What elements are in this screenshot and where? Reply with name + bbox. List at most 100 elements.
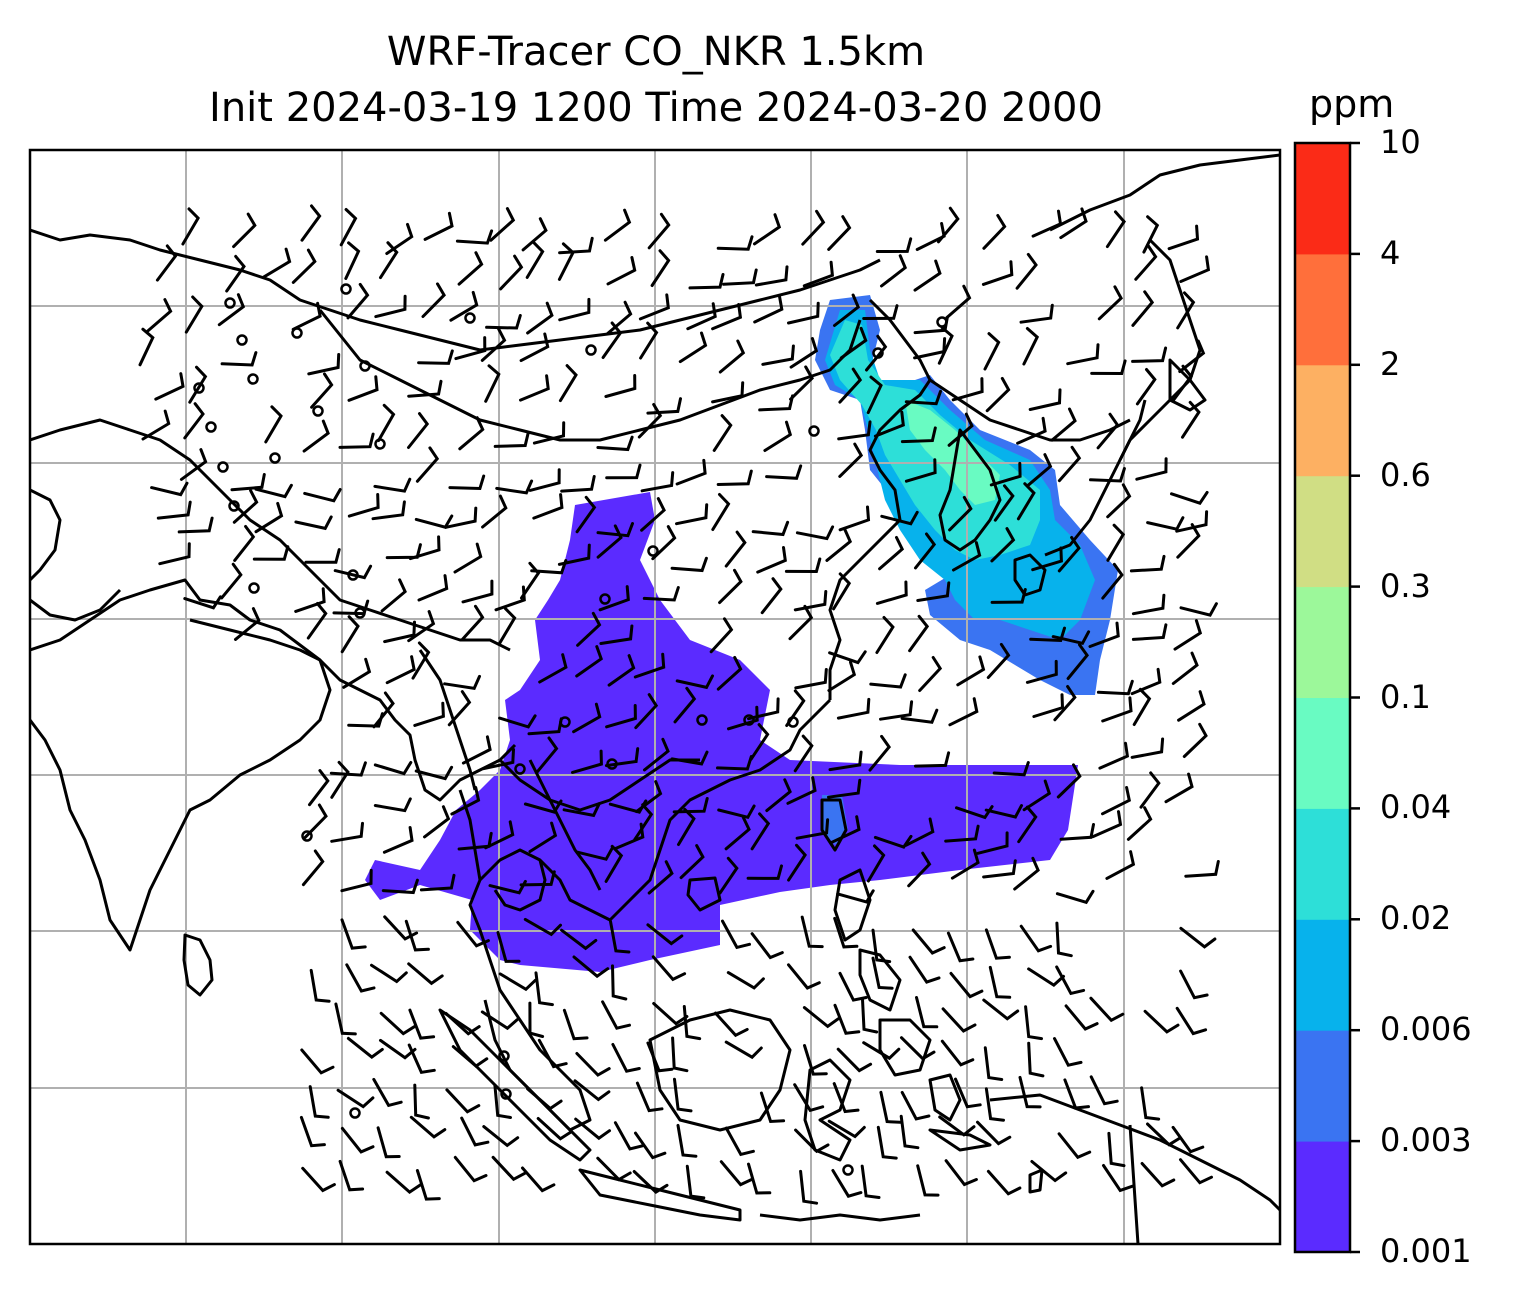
wind-barb	[911, 928, 946, 955]
wind-barb	[1031, 546, 1063, 572]
wind-barb	[794, 668, 828, 690]
wind-barb	[407, 1043, 436, 1074]
wind-barb	[1146, 1122, 1182, 1147]
wind-barb	[574, 1117, 611, 1141]
halmahera	[928, 1073, 962, 1122]
wind-barb	[1101, 696, 1133, 723]
wind-barb	[301, 849, 325, 887]
wind-barb	[1056, 763, 1082, 799]
wind-barb	[346, 282, 370, 320]
wind-barb	[381, 878, 419, 895]
colorbar-segment	[1295, 364, 1350, 477]
wind-barb	[634, 1131, 667, 1160]
wind-barb	[457, 251, 484, 286]
wind-barb	[1057, 1132, 1092, 1160]
wind-barb	[673, 686, 697, 724]
wind-barb	[330, 760, 350, 799]
wind-barb	[718, 339, 746, 374]
wind-barb	[647, 212, 671, 250]
wind-barb	[413, 1083, 430, 1120]
wind-barb	[714, 1011, 749, 1038]
wind-barb	[497, 607, 517, 646]
wind-barb	[450, 786, 481, 816]
wind-barb	[306, 602, 328, 640]
wind-barb	[827, 660, 857, 692]
wind-barb	[481, 494, 508, 529]
wind-barb	[941, 1007, 977, 1033]
russia-coast	[1049, 153, 1280, 232]
wind-barb	[601, 1000, 631, 1030]
wind-barb	[913, 337, 947, 360]
wind-barb	[915, 222, 946, 251]
wind-barb	[944, 824, 980, 843]
wind-barb	[1096, 679, 1134, 696]
wind-barb	[754, 265, 789, 287]
wind-barb	[716, 469, 753, 486]
calm-wind-circle	[228, 500, 240, 512]
wind-barb	[557, 543, 591, 566]
calm-wind-circle	[514, 763, 526, 775]
wind-barb	[946, 931, 975, 963]
wind-barb	[423, 805, 451, 839]
wind-barb	[836, 889, 875, 904]
wind-barb	[536, 1117, 573, 1141]
wind-barb	[302, 419, 330, 453]
wind-barb	[1016, 416, 1047, 445]
wind-barb	[606, 256, 637, 286]
wind-barb	[385, 655, 416, 685]
wind-barb	[300, 204, 322, 242]
colorbar-segment	[1295, 253, 1350, 366]
wind-barb	[1015, 252, 1038, 290]
wind-barb	[379, 1011, 416, 1036]
wind-barb	[937, 206, 960, 244]
wind-barb	[900, 1036, 936, 1061]
wind-barb	[1027, 1041, 1045, 1078]
wind-barb	[758, 394, 794, 412]
wind-barb	[915, 996, 939, 1029]
wind-barb	[230, 473, 266, 492]
wind-barb	[900, 708, 939, 724]
wind-barb	[421, 282, 446, 318]
wind-barb	[373, 761, 413, 776]
wind-barb	[837, 420, 872, 441]
calm-wind-circle	[236, 334, 248, 346]
wind-barb	[454, 336, 487, 361]
wind-barb	[453, 1155, 488, 1183]
korea-peninsula	[938, 428, 1002, 552]
wind-barb	[989, 461, 1022, 487]
hokkaido	[1168, 358, 1207, 412]
calm-wind-circle	[248, 582, 260, 594]
china-coast	[828, 298, 932, 700]
calm-wind-circle	[217, 461, 229, 473]
wind-barb	[1055, 921, 1073, 958]
wind-barb	[904, 458, 937, 483]
calm-wind-circle	[464, 312, 476, 324]
java	[578, 1168, 742, 1222]
wind-barb	[1107, 1131, 1126, 1168]
wind-barb	[1179, 969, 1209, 1000]
wind-barb	[1126, 806, 1153, 841]
wind-barb	[677, 807, 696, 846]
wind-barb	[676, 1123, 698, 1158]
wind-barb	[832, 572, 852, 611]
wind-barb	[1089, 1075, 1119, 1106]
calm-wind-circle	[606, 758, 618, 770]
wind-barb	[334, 1002, 357, 1036]
wind-barb	[765, 464, 803, 480]
wind-barb	[558, 236, 594, 255]
wind-barb	[1171, 1125, 1205, 1154]
wind-barb	[460, 604, 485, 641]
wind-barbs	[138, 204, 1220, 1205]
wind-barb	[716, 755, 753, 771]
wind-barb	[949, 971, 984, 999]
wind-barb	[753, 294, 784, 324]
wind-barb	[976, 831, 1009, 855]
wind-barb	[155, 244, 178, 282]
calm-wind-circle	[354, 607, 366, 619]
wind-barb	[763, 420, 793, 452]
wind-barb	[220, 562, 243, 600]
wind-barb	[1105, 850, 1136, 880]
wind-barb	[607, 654, 636, 687]
wind-barb	[562, 802, 601, 818]
